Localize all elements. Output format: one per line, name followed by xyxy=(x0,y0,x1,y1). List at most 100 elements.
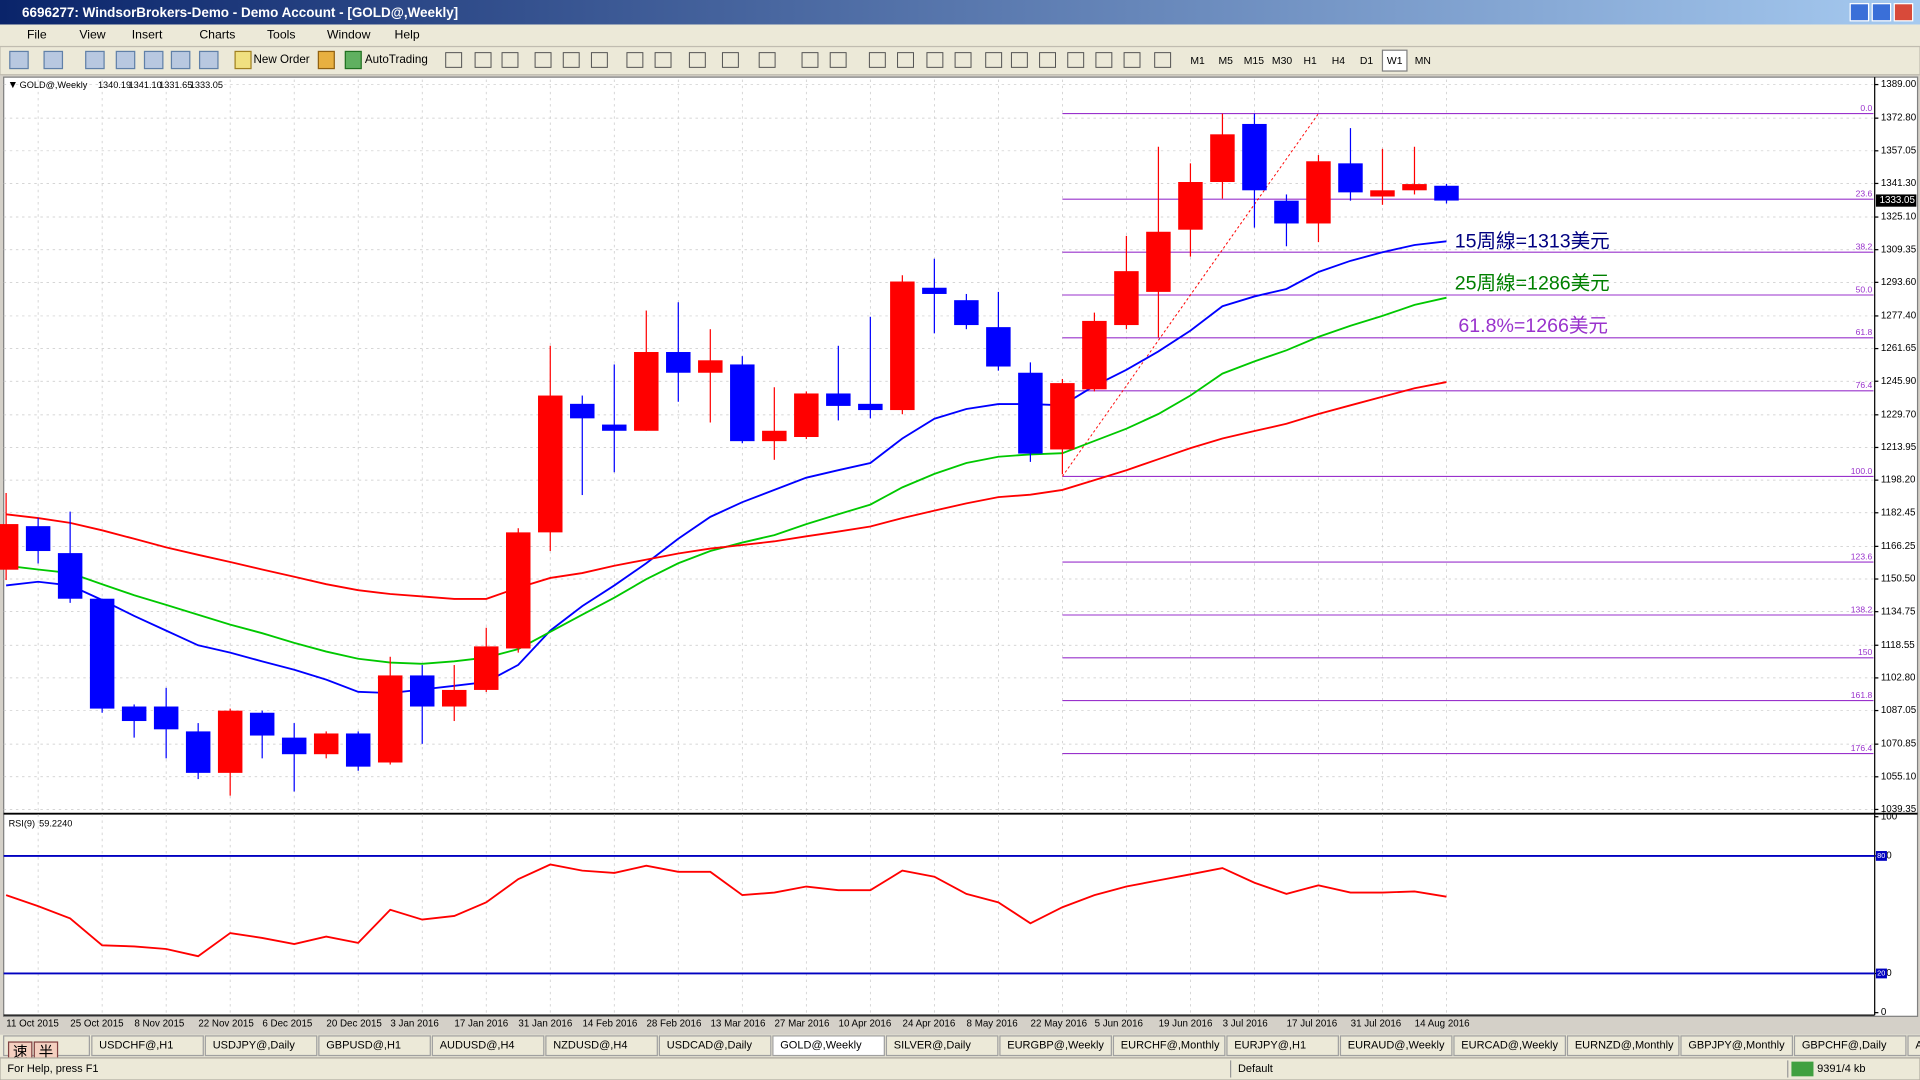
tab-label[interactable]: EURJPY@,H1 xyxy=(1234,1040,1306,1052)
tab-label[interactable]: USDCHF@,H1 xyxy=(99,1040,173,1052)
tool-icon[interactable] xyxy=(926,52,944,68)
tab[interactable] xyxy=(999,1035,1112,1057)
x-tick-label: 22 May 2016 xyxy=(1031,1018,1088,1029)
candle-body xyxy=(313,733,339,755)
tool-icon[interactable] xyxy=(344,50,362,70)
annotation: 61.8%=1266美元 xyxy=(1458,315,1608,337)
timeframe-button[interactable]: M15 xyxy=(1244,56,1264,67)
tool-icon[interactable] xyxy=(170,50,191,70)
tool-icon[interactable] xyxy=(562,52,580,68)
tab[interactable] xyxy=(1112,1035,1226,1057)
tab[interactable] xyxy=(318,1035,431,1057)
x-tick-label: 8 Nov 2015 xyxy=(134,1018,185,1029)
tab-label[interactable]: EURAUD@,Weekly xyxy=(1348,1040,1445,1052)
tool-icon[interactable] xyxy=(317,50,335,70)
tab-label[interactable]: USDCAD@,Daily xyxy=(667,1040,753,1052)
close[interactable] xyxy=(1893,3,1914,22)
x-tick-label: 10 Apr 2016 xyxy=(839,1018,892,1029)
menu-item[interactable]: Tools xyxy=(267,28,296,42)
tab[interactable] xyxy=(1793,1035,1907,1057)
tool-icon[interactable] xyxy=(1010,52,1028,68)
tool-icon[interactable] xyxy=(721,52,739,68)
tool-icon[interactable] xyxy=(234,50,252,70)
tab-label[interactable]: EURGBP@,Weekly xyxy=(1007,1040,1104,1052)
tab-label[interactable]: EURNZD@,Monthly xyxy=(1575,1040,1674,1052)
tool-icon[interactable] xyxy=(688,52,706,68)
tab-label[interactable]: GBPJPY@,Monthly xyxy=(1688,1040,1785,1052)
tab[interactable] xyxy=(1566,1035,1680,1057)
tool-icon[interactable] xyxy=(1095,52,1113,68)
maximize[interactable] xyxy=(1871,3,1892,22)
tab[interactable] xyxy=(1907,1035,1920,1057)
tab-label[interactable]: EURCHF@,Monthly xyxy=(1121,1040,1220,1052)
timeframe-button[interactable]: W1 xyxy=(1387,56,1403,67)
title-bar xyxy=(0,0,1920,25)
tab-label[interactable]: USDJPY@,Daily xyxy=(213,1040,296,1052)
tab[interactable] xyxy=(204,1035,318,1057)
tool-icon[interactable] xyxy=(868,52,886,68)
auto-trading-button[interactable]: AutoTrading xyxy=(365,53,428,66)
menu-item[interactable]: Charts xyxy=(199,28,235,42)
timeframe-button[interactable]: M5 xyxy=(1218,56,1233,67)
tool-icon[interactable] xyxy=(954,52,972,68)
tab-label[interactable]: NZDUSD@,H4 xyxy=(553,1040,627,1052)
menu-item[interactable]: Window xyxy=(327,28,371,42)
tool-icon[interactable] xyxy=(1039,52,1056,68)
new-order-button[interactable]: New Order xyxy=(253,53,309,66)
timeframe-button[interactable]: D1 xyxy=(1360,56,1374,67)
x-tick-label: 5 Jun 2016 xyxy=(1095,1018,1144,1029)
menu-item[interactable]: File xyxy=(27,28,47,42)
tool-icon[interactable] xyxy=(1067,52,1085,68)
tab[interactable] xyxy=(1680,1035,1794,1057)
timeframe-button[interactable]: M1 xyxy=(1190,56,1205,67)
tab-label[interactable]: SILVER@,Daily xyxy=(894,1040,972,1052)
tab[interactable] xyxy=(658,1035,772,1057)
tool-icon[interactable] xyxy=(897,52,914,68)
tool-icon[interactable] xyxy=(85,50,105,70)
tool-icon[interactable] xyxy=(985,52,1003,68)
window-buttons[interactable] xyxy=(1849,3,1914,22)
tool-icon[interactable] xyxy=(1154,52,1172,68)
tab-label[interactable]: GBPUSD@,H1 xyxy=(326,1040,401,1052)
timeframe-button[interactable]: H1 xyxy=(1304,56,1318,67)
tab[interactable] xyxy=(91,1035,204,1057)
tab[interactable] xyxy=(885,1035,999,1057)
tool-icon[interactable] xyxy=(1123,52,1141,68)
tool-icon[interactable] xyxy=(758,52,776,68)
menu-item[interactable]: Insert xyxy=(132,28,163,42)
tool-icon[interactable] xyxy=(143,50,164,70)
tab[interactable] xyxy=(1453,1035,1567,1057)
candle-body xyxy=(1114,271,1139,326)
tool-icon[interactable] xyxy=(198,50,219,70)
minimize[interactable] xyxy=(1849,3,1870,22)
timeframe-button[interactable]: MN xyxy=(1415,56,1431,67)
tool-icon[interactable] xyxy=(801,52,819,68)
tool-icon[interactable] xyxy=(654,52,672,68)
tab[interactable] xyxy=(772,1035,885,1057)
tool-icon[interactable] xyxy=(501,52,519,68)
tool-icon[interactable] xyxy=(534,52,552,68)
tool-icon[interactable] xyxy=(9,50,29,70)
tool-icon[interactable] xyxy=(115,50,136,70)
tool-icon[interactable] xyxy=(626,52,644,68)
menu-item[interactable]: Help xyxy=(395,28,420,42)
tool-icon[interactable] xyxy=(43,50,64,70)
timeframe-button[interactable]: H4 xyxy=(1332,56,1346,67)
tab-label[interactable]: GBPCHF@,Daily xyxy=(1802,1040,1887,1052)
tab-label[interactable]: AUDUSD@,H4 xyxy=(440,1040,515,1052)
y-tick-label: 1039.35 xyxy=(1881,804,1917,815)
tab[interactable] xyxy=(431,1035,545,1057)
menu-item[interactable]: View xyxy=(79,28,105,42)
tool-icon[interactable] xyxy=(474,52,492,68)
timeframe-button[interactable]: M30 xyxy=(1272,56,1292,67)
tab-label[interactable]: AUDNZD@,Weel xyxy=(1915,1040,1920,1052)
tab[interactable] xyxy=(545,1035,658,1057)
tab-label[interactable]: EURCAD@,Weekly xyxy=(1461,1040,1558,1052)
tool-icon[interactable] xyxy=(829,52,847,68)
tab-label[interactable]: GOLD@,Weekly xyxy=(780,1040,862,1052)
fib-label: 150 xyxy=(1858,647,1873,657)
tab[interactable] xyxy=(1339,1035,1453,1057)
tool-icon[interactable] xyxy=(590,52,608,68)
tool-icon[interactable] xyxy=(445,52,463,68)
tab[interactable] xyxy=(1226,1035,1339,1057)
